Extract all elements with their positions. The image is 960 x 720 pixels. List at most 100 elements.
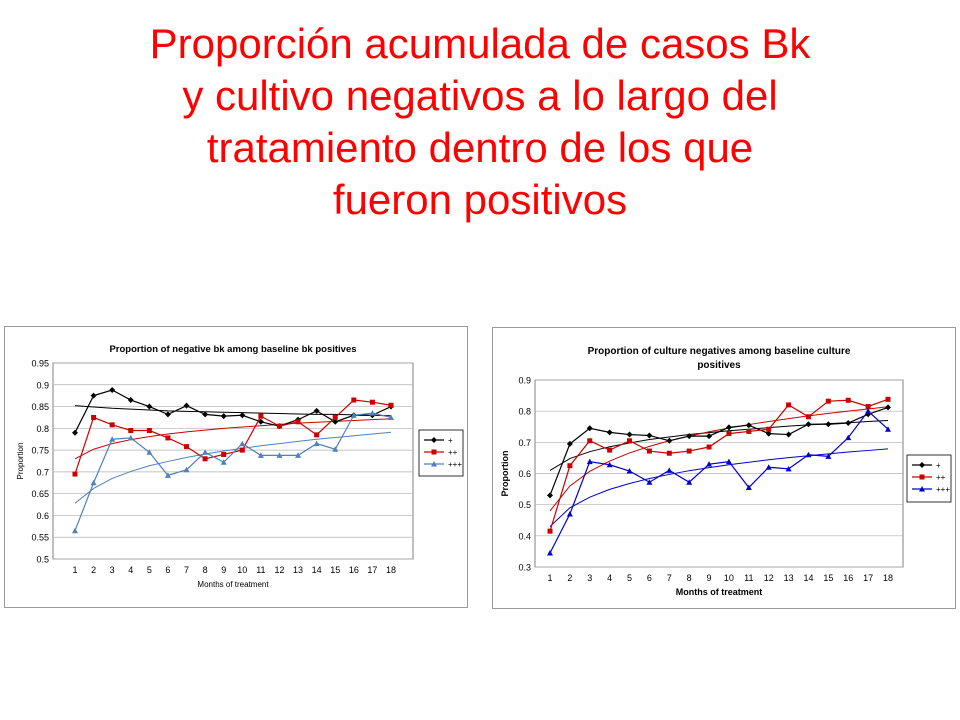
data-point-plusplus — [666, 450, 672, 456]
x-axis-label: Months of treatment — [197, 580, 269, 589]
data-point-plusplusplus — [885, 426, 891, 432]
data-point-plus — [202, 411, 209, 418]
y-axis-label: Proportion — [16, 443, 25, 480]
x-tick-label: 2 — [567, 573, 572, 583]
y-tick-label: 0.8 — [518, 407, 531, 417]
data-point-plusplus — [128, 428, 134, 434]
legend-label-plus: + — [936, 461, 941, 470]
data-point-plusplusplus — [547, 549, 553, 556]
y-tick-label: 0.5 — [518, 500, 531, 510]
data-point-plus — [606, 429, 613, 436]
data-point-plus — [566, 440, 573, 447]
data-point-plusplus — [295, 419, 301, 425]
slide-title-line: fueron positivos — [332, 176, 628, 223]
data-point-plusplus — [567, 463, 573, 469]
data-point-plus — [72, 429, 78, 436]
data-point-plusplus — [221, 451, 227, 457]
data-point-plusplus — [587, 438, 593, 444]
legend-label-plus: + — [448, 436, 453, 445]
legend-marker-plus — [919, 462, 925, 468]
data-point-plusplus — [885, 396, 891, 402]
x-tick-label: 13 — [293, 565, 303, 575]
trendline-plusplusplus — [74, 431, 392, 504]
slide-title-line: tratamiento dentro de los que — [206, 124, 754, 171]
data-point-plusplus — [239, 447, 245, 453]
data-point-plus — [90, 392, 97, 399]
data-point-plusplusplus — [276, 452, 283, 458]
slide-title: Proporción acumulada de casos Bk y culti… — [40, 18, 920, 226]
y-tick-label: 0.4 — [518, 531, 531, 541]
data-point-plus — [164, 411, 171, 418]
data-point-plusplusplus — [825, 453, 832, 459]
data-point-plusplus — [314, 432, 320, 438]
x-tick-label: 17 — [367, 565, 377, 575]
data-point-plusplusplus — [369, 410, 376, 416]
data-point-plusplus — [547, 528, 553, 534]
x-tick-label: 10 — [724, 573, 734, 583]
series-line-plus — [74, 389, 392, 433]
x-tick-label: 5 — [627, 573, 632, 583]
y-tick-label: 0.6 — [518, 469, 531, 479]
data-point-plusplusplus — [706, 461, 713, 467]
plot-area — [52, 362, 414, 560]
chart-title: Proportion of culture negatives among ba… — [588, 346, 851, 357]
data-point-plusplusplus — [72, 527, 78, 534]
legend-marker-plusplusplus — [431, 461, 437, 467]
chart-negative-bk: 0.5 0.55 0.6 0.65 0.7 0.75 0.8 0.85 0.9 0.95 1 2 3 4 5… — [4, 326, 468, 608]
x-tick-label: 14 — [312, 565, 322, 575]
data-point-plusplus — [627, 438, 633, 444]
data-point-plus — [686, 433, 693, 440]
x-tick-label: 15 — [330, 565, 340, 575]
data-point-plusplusplus — [805, 451, 812, 458]
x-tick-label: 1 — [547, 573, 552, 583]
x-tick-label: 11 — [744, 573, 753, 583]
y-tick-label: 0.55 — [31, 533, 49, 543]
series-line-plusplus — [549, 398, 889, 532]
x-tick-label: 9 — [221, 565, 226, 575]
data-point-plusplus — [332, 414, 338, 420]
data-point-plusplus — [607, 447, 613, 453]
x-tick-label: 6 — [647, 573, 652, 583]
data-point-plus — [646, 432, 653, 439]
y-tick-label: 0.7 — [36, 467, 49, 477]
x-tick-label: 18 — [883, 573, 893, 583]
data-point-plusplus — [351, 397, 357, 403]
data-point-plusplus — [184, 444, 190, 450]
data-point-plusplus — [165, 435, 171, 441]
chart-culture-negatives: 0.3 0.4 0.5 0.6 0.7 0.8 0.9 1 2 3 4 5 6 7 8 9 10 11 12 13 14… — [492, 327, 956, 609]
data-point-plusplusplus — [350, 412, 357, 418]
data-point-plusplusplus — [90, 479, 97, 486]
data-point-plusplusplus — [295, 452, 302, 458]
data-point-plusplus — [91, 414, 97, 420]
data-point-plusplusplus — [109, 436, 116, 442]
data-point-plusplusplus — [127, 434, 134, 441]
data-point-plusplus — [146, 428, 152, 434]
data-point-plusplus — [865, 403, 871, 409]
data-point-plusplusplus — [686, 479, 693, 485]
data-point-plusplusplus — [332, 446, 339, 452]
data-point-plus — [220, 413, 227, 420]
data-point-plus — [257, 418, 264, 425]
data-point-plusplus — [202, 456, 208, 462]
x-tick-label: 15 — [823, 573, 833, 583]
data-point-plusplus — [276, 423, 282, 429]
data-point-plus — [586, 425, 593, 432]
x-tick-label: 4 — [607, 573, 612, 583]
data-point-plus — [725, 424, 732, 431]
data-point-plusplusplus — [257, 452, 264, 458]
legend-box — [418, 429, 464, 477]
x-tick-label: 13 — [784, 573, 794, 583]
data-point-plus — [845, 420, 852, 427]
data-point-plus — [332, 418, 339, 425]
data-point-plusplusplus — [313, 440, 320, 447]
x-axis-label: Months of treatment — [676, 587, 763, 597]
y-tick-label: 0.7 — [518, 438, 531, 448]
data-point-plus — [547, 492, 553, 499]
data-point-plusplusplus — [865, 408, 872, 414]
data-point-plus — [885, 404, 891, 411]
data-point-plus — [706, 433, 713, 440]
data-point-plusplusplus — [725, 458, 732, 465]
data-point-plusplus — [109, 422, 115, 428]
data-point-plus — [239, 412, 246, 419]
data-point-plus — [183, 402, 190, 409]
